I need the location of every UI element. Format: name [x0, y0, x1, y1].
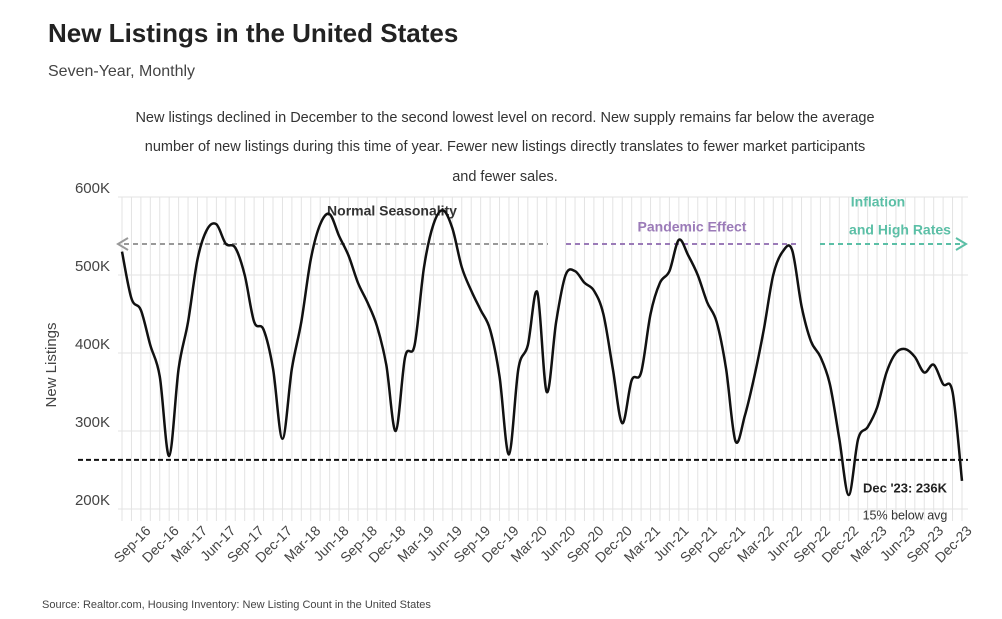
y-tick-label: 500K	[75, 258, 110, 275]
annotation: Pandemic Effect	[638, 219, 747, 235]
annotation: Normal Seasonality	[327, 203, 457, 219]
chart-title: New Listings in the United States	[48, 18, 458, 48]
description: number of new listings during this time …	[145, 139, 865, 155]
description: New listings declined in December to the…	[135, 110, 874, 126]
arrowhead	[955, 237, 968, 251]
annotation: 15% below avg	[863, 508, 948, 522]
y-tick-label: 600K	[75, 180, 110, 197]
source: Source: Realtor.com, Housing Inventory: …	[42, 599, 431, 611]
annotation: Inflation	[851, 194, 905, 210]
description: and fewer sales.	[452, 169, 558, 185]
y-tick-label: 300K	[75, 414, 110, 431]
y-axis-label: New Listings	[43, 322, 60, 407]
y-tick-label: 200K	[75, 492, 110, 509]
arrowhead	[116, 237, 129, 251]
y-tick-label: 400K	[75, 336, 110, 353]
annotation: Dec '23: 236K	[863, 480, 948, 495]
annotation: and High Rates	[849, 222, 951, 238]
data-line	[120, 209, 964, 497]
chart-subtitle: Seven-Year, Monthly	[48, 63, 195, 80]
